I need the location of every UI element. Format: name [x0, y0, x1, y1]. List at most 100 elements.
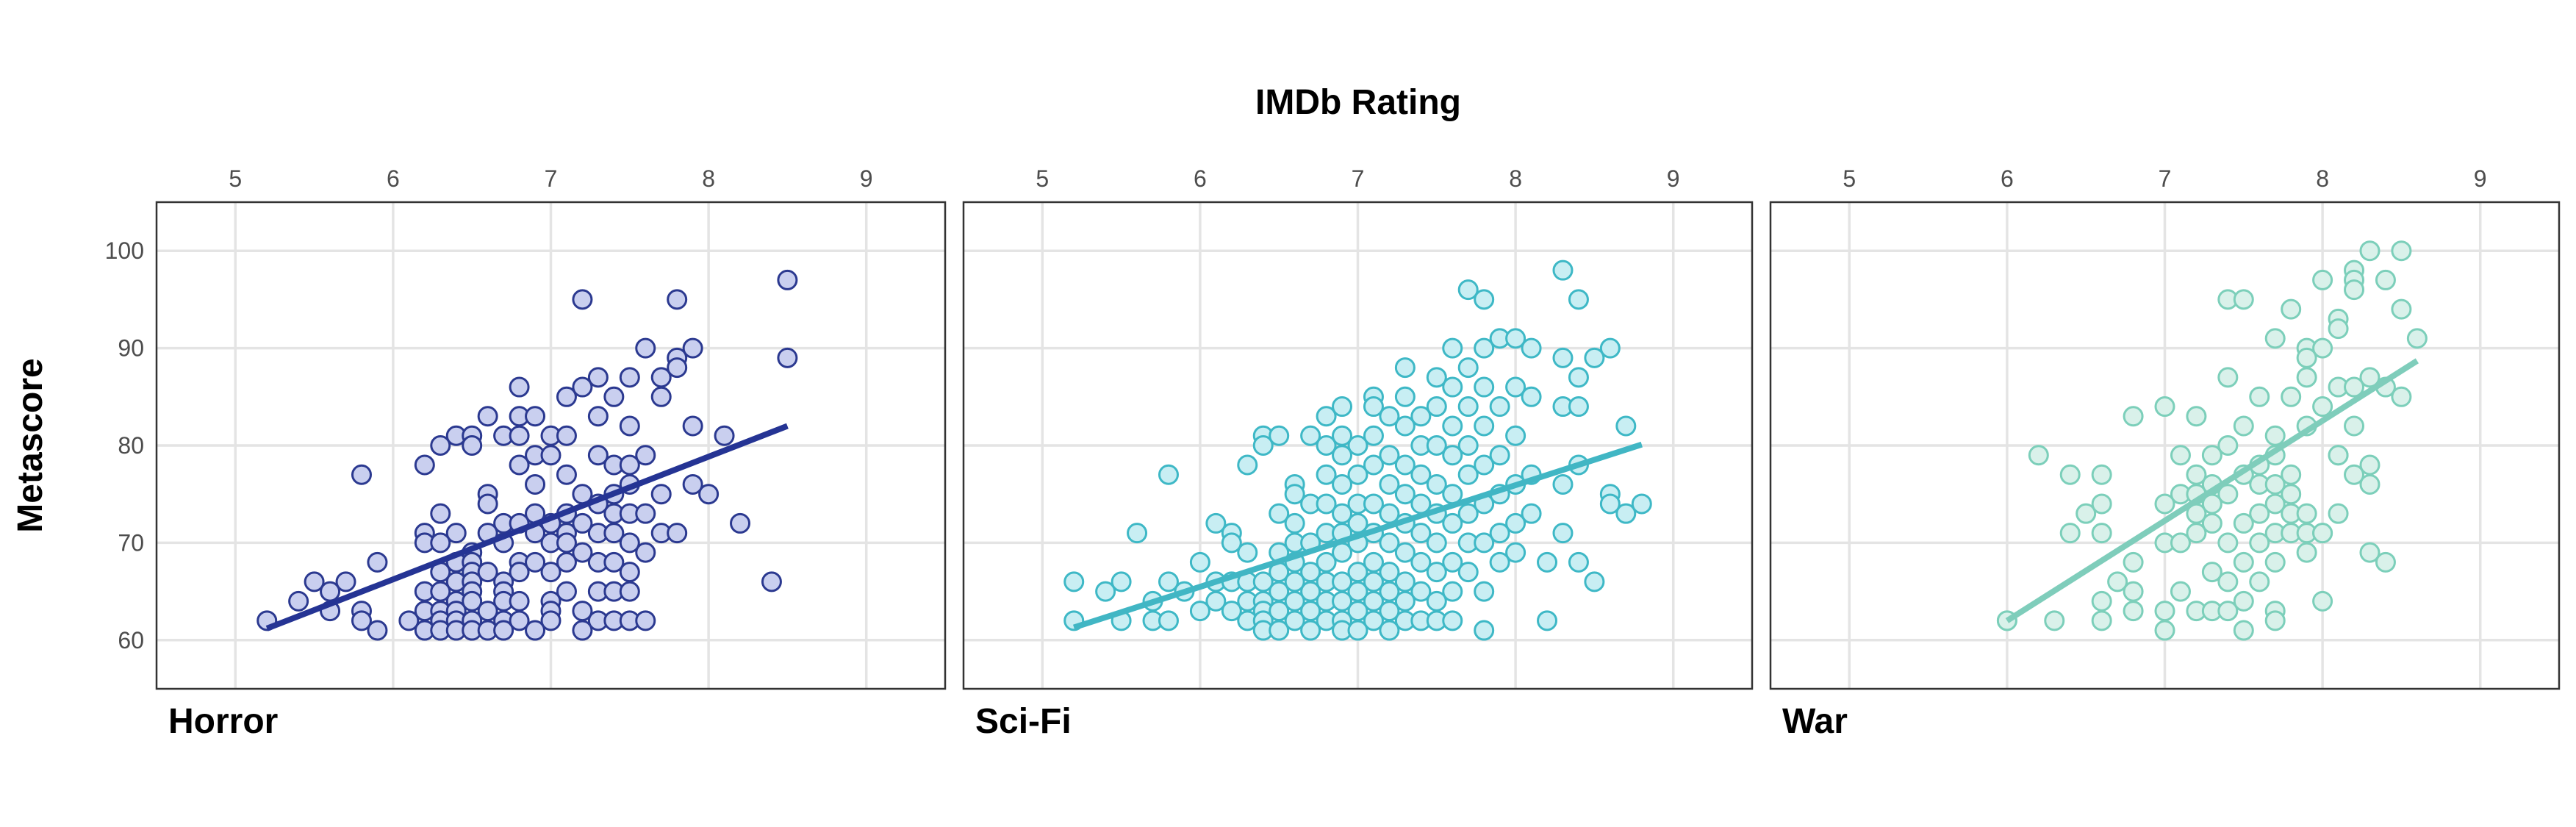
data-point: [2123, 581, 2144, 602]
data-point: [1505, 425, 1526, 446]
data-point: [2217, 367, 2239, 388]
data-point: [1631, 493, 1652, 515]
data-point: [1474, 289, 1495, 310]
data-point: [2281, 484, 2302, 505]
data-point: [477, 562, 498, 583]
data-point: [2264, 610, 2286, 631]
data-point: [556, 425, 577, 446]
data-point: [509, 376, 530, 398]
data-point: [1237, 454, 1258, 476]
data-point: [1552, 347, 1574, 368]
data-point: [1347, 435, 1368, 456]
data-point: [1252, 435, 1274, 456]
data-point: [2107, 571, 2128, 592]
data-point: [304, 571, 325, 592]
data-point: [2217, 532, 2239, 554]
data-point: [2154, 493, 2175, 515]
data-point: [650, 386, 672, 407]
data-point: [1599, 337, 1621, 359]
data-point: [2233, 512, 2254, 534]
data-point: [2249, 571, 2270, 592]
data-point: [1394, 454, 1416, 476]
data-point: [619, 562, 640, 583]
data-point: [1474, 532, 1495, 554]
data-point: [2312, 396, 2333, 418]
data-point: [1615, 415, 1637, 437]
data-point: [525, 406, 546, 427]
panel-label-war: War: [1782, 702, 1848, 741]
data-point: [509, 590, 530, 612]
panel-frame: [155, 201, 947, 690]
data-point: [1442, 581, 1463, 602]
data-point: [1379, 532, 1400, 554]
data-point: [1442, 610, 1463, 631]
data-point: [1426, 562, 1447, 583]
data-point: [2217, 435, 2239, 456]
data-point: [462, 435, 483, 456]
data-point: [1221, 601, 1242, 622]
data-point: [730, 512, 751, 534]
data-point: [1095, 581, 1116, 602]
data-point: [2091, 464, 2112, 485]
data-point: [572, 620, 593, 641]
data-point: [1505, 376, 1526, 398]
data-point: [603, 523, 625, 544]
data-point: [667, 523, 688, 544]
data-point: [2091, 590, 2112, 612]
data-point: [1269, 425, 1290, 446]
x-tick-label: 6: [2001, 165, 2014, 192]
data-point: [1521, 386, 1542, 407]
data-point: [2264, 493, 2286, 515]
data-point: [1111, 571, 1132, 592]
data-point: [1410, 406, 1432, 427]
data-point: [430, 532, 451, 554]
data-point: [1237, 542, 1258, 563]
data-point: [1474, 337, 1495, 359]
data-point: [1284, 610, 1305, 631]
data-point: [2312, 337, 2333, 359]
data-point: [1205, 590, 1227, 612]
data-point: [1505, 512, 1526, 534]
data-point: [650, 484, 672, 505]
data-point: [1474, 415, 1495, 437]
data-point: [1205, 512, 1227, 534]
data-point: [1457, 562, 1479, 583]
data-point: [2201, 512, 2222, 534]
x-tick-label: 8: [2316, 165, 2329, 192]
data-point: [2154, 396, 2175, 418]
data-point: [2233, 289, 2254, 310]
panel-frame: [1769, 201, 2561, 690]
data-point: [619, 581, 640, 602]
data-point: [682, 337, 703, 359]
data-point: [2281, 298, 2302, 320]
data-point: [556, 386, 577, 407]
data-point: [635, 610, 656, 631]
data-point: [2186, 406, 2207, 427]
trend-line: [2005, 358, 2419, 623]
data-point: [1426, 532, 1447, 554]
x-axis-title: IMDb Rating: [1255, 83, 1461, 122]
data-point: [635, 503, 656, 524]
data-point: [1347, 620, 1368, 641]
data-point: [2059, 464, 2081, 485]
data-point: [1474, 376, 1495, 398]
data-point: [2154, 620, 2175, 641]
data-point: [2264, 551, 2286, 573]
y-tick-label: 90: [118, 335, 144, 362]
data-point: [556, 581, 577, 602]
data-point: [1332, 473, 1353, 495]
y-tick-label: 60: [118, 627, 144, 654]
data-point: [587, 406, 609, 427]
data-point: [1410, 551, 1432, 573]
data-point: [1158, 610, 1179, 631]
y-tick-label: 70: [118, 529, 144, 556]
data-point: [572, 289, 593, 310]
data-point: [1316, 493, 1337, 515]
data-point: [1568, 289, 1589, 310]
data-point: [2359, 240, 2381, 262]
data-point: [1394, 542, 1416, 563]
data-point: [509, 610, 530, 631]
data-point: [1584, 571, 1605, 592]
data-point: [2296, 347, 2317, 368]
data-point: [1379, 406, 1400, 427]
